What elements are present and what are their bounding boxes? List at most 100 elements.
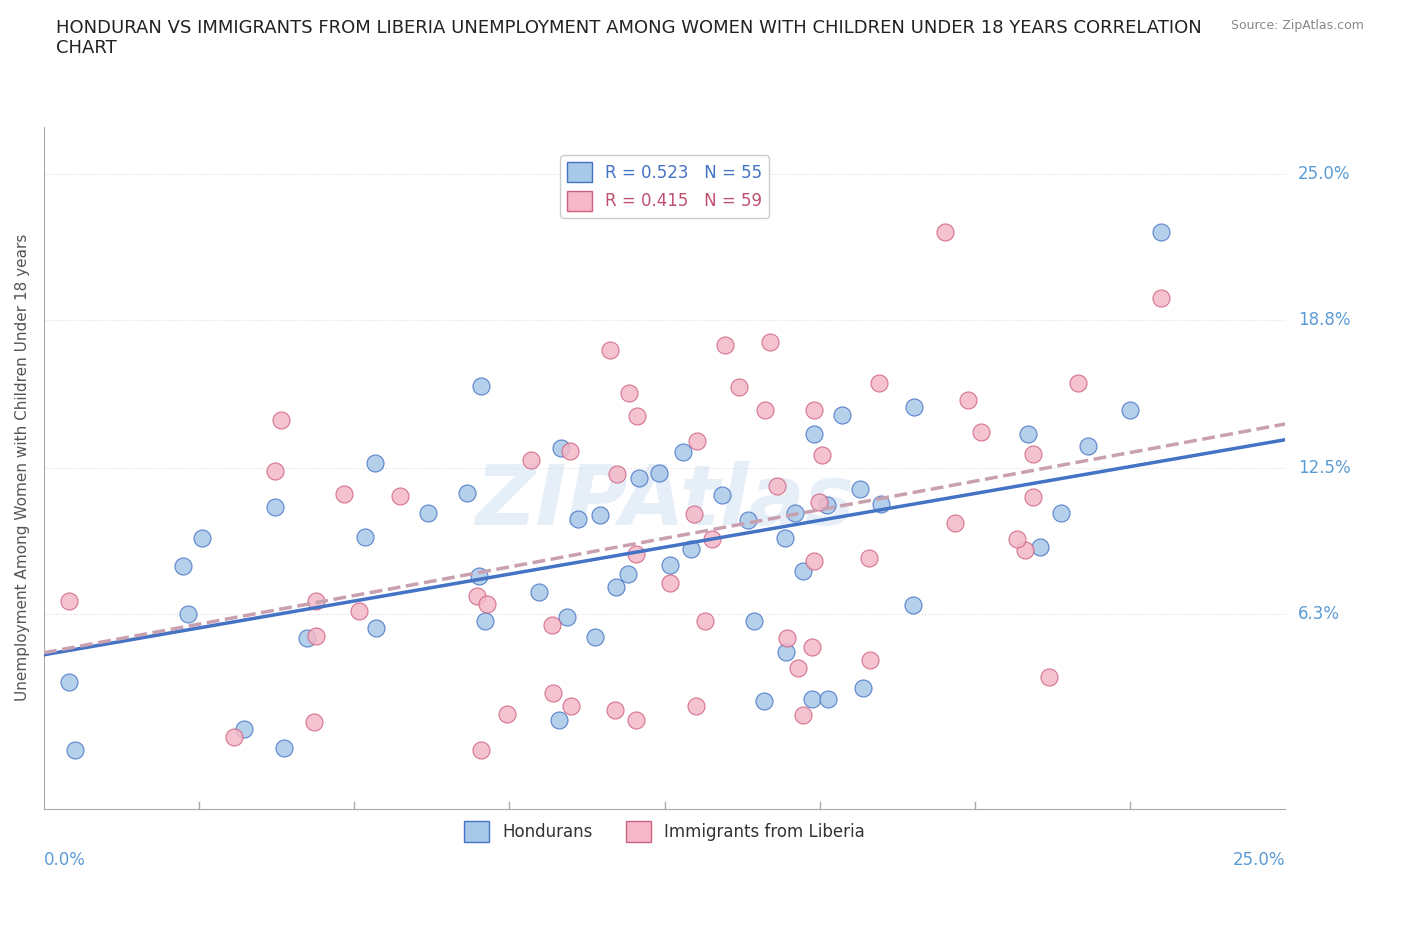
Point: [263, 499, 285, 514]
Point: [1005, 531, 1028, 546]
Point: [541, 685, 564, 700]
Text: 18.8%: 18.8%: [1298, 311, 1350, 328]
Point: [333, 486, 356, 501]
Point: [903, 400, 925, 415]
Point: [792, 564, 814, 578]
Point: [773, 531, 796, 546]
Point: [558, 444, 581, 458]
Point: [686, 433, 709, 448]
Point: [366, 620, 388, 635]
Point: [273, 740, 295, 755]
Text: 6.3%: 6.3%: [1298, 604, 1340, 622]
Point: [617, 567, 640, 582]
Point: [58, 674, 80, 689]
Point: [1022, 490, 1045, 505]
Point: [672, 445, 695, 459]
Point: [222, 729, 245, 744]
Legend: Hondurans, Immigrants from Liberia: Hondurans, Immigrants from Liberia: [457, 815, 872, 848]
Point: [693, 614, 716, 629]
Point: [624, 712, 647, 727]
Point: [233, 722, 256, 737]
Point: [815, 498, 838, 512]
Point: [1017, 427, 1039, 442]
Point: [550, 441, 572, 456]
Point: [1077, 438, 1099, 453]
Point: [728, 379, 751, 394]
Point: [831, 407, 853, 422]
Point: [801, 692, 824, 707]
Point: [583, 630, 606, 644]
Point: [1049, 506, 1071, 521]
Point: [520, 452, 543, 467]
Point: [792, 708, 814, 723]
Point: [589, 508, 612, 523]
Point: [658, 558, 681, 573]
Text: 25.0%: 25.0%: [1233, 851, 1285, 869]
Point: [713, 338, 735, 352]
Point: [347, 604, 370, 618]
Point: [868, 375, 890, 390]
Point: [626, 409, 648, 424]
Text: 12.5%: 12.5%: [1298, 458, 1350, 477]
Point: [626, 547, 648, 562]
Point: [679, 541, 702, 556]
Point: [700, 531, 723, 546]
Point: [1150, 291, 1173, 306]
Point: [858, 551, 880, 565]
Point: [970, 425, 993, 440]
Text: HONDURAN VS IMMIGRANTS FROM LIBERIA UNEMPLOYMENT AMONG WOMEN WITH CHILDREN UNDER: HONDURAN VS IMMIGRANTS FROM LIBERIA UNEM…: [56, 19, 1202, 58]
Point: [456, 485, 478, 500]
Point: [270, 413, 292, 428]
Point: [759, 334, 782, 349]
Text: 25.0%: 25.0%: [1298, 165, 1350, 182]
Point: [807, 495, 830, 510]
Point: [606, 466, 628, 481]
Point: [470, 379, 492, 393]
Point: [1150, 225, 1173, 240]
Point: [605, 579, 627, 594]
Point: [603, 703, 626, 718]
Point: [295, 631, 318, 645]
Point: [803, 553, 825, 568]
Text: 0.0%: 0.0%: [44, 851, 86, 869]
Point: [817, 691, 839, 706]
Point: [627, 471, 650, 485]
Point: [58, 593, 80, 608]
Point: [1118, 403, 1140, 418]
Point: [685, 698, 707, 713]
Point: [477, 597, 499, 612]
Point: [754, 403, 776, 418]
Point: [683, 507, 706, 522]
Point: [956, 392, 979, 407]
Point: [619, 385, 641, 400]
Point: [305, 594, 328, 609]
Point: [599, 343, 621, 358]
Point: [416, 505, 439, 520]
Point: [527, 584, 550, 599]
Point: [869, 497, 891, 512]
Point: [849, 482, 872, 497]
Point: [495, 706, 517, 721]
Point: [742, 614, 765, 629]
Point: [465, 589, 488, 604]
Point: [766, 478, 789, 493]
Point: [785, 506, 807, 521]
Point: [1022, 447, 1045, 462]
Point: [302, 714, 325, 729]
Point: [901, 598, 924, 613]
Point: [943, 516, 966, 531]
Point: [567, 512, 589, 526]
Point: [934, 225, 956, 240]
Point: [264, 464, 287, 479]
Point: [305, 629, 328, 644]
Point: [775, 644, 797, 659]
Point: [787, 660, 810, 675]
Y-axis label: Unemployment Among Women with Children Under 18 years: Unemployment Among Women with Children U…: [15, 234, 30, 701]
Point: [354, 529, 377, 544]
Point: [752, 694, 775, 709]
Point: [801, 640, 824, 655]
Point: [172, 558, 194, 573]
Point: [710, 488, 733, 503]
Point: [659, 575, 682, 590]
Point: [737, 512, 759, 527]
